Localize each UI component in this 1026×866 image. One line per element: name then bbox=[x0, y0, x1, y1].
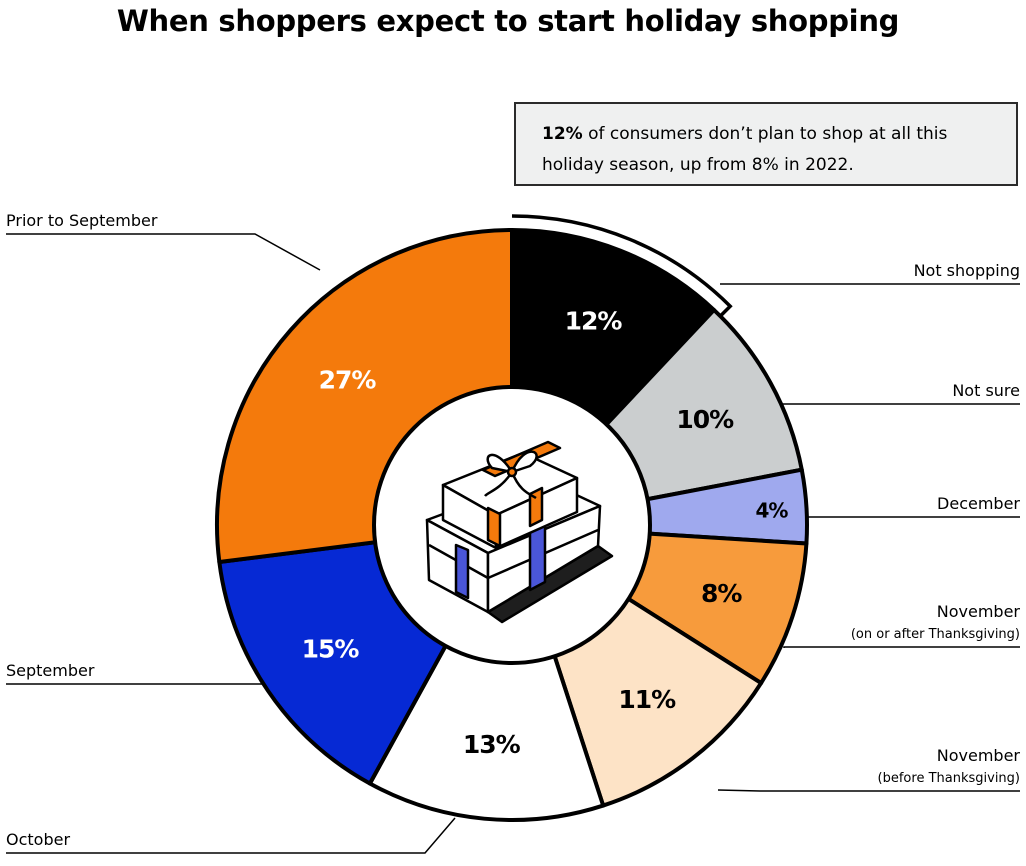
percent-label: 8% bbox=[701, 579, 742, 608]
category-label: Not shopping bbox=[914, 261, 1020, 280]
slice-october bbox=[367, 523, 606, 822]
leader-line bbox=[783, 646, 1020, 648]
category-sublabel: (on or after Thanksgiving) bbox=[851, 627, 1020, 642]
percent-label: 10% bbox=[676, 405, 734, 434]
gift-boxes-icon bbox=[425, 440, 614, 624]
category-labels: Not shopping Not sure December November (on … bbox=[6, 211, 1020, 849]
percent-labels: 12% 10% 4% 8% 11% 13% 15% 27% bbox=[302, 306, 790, 759]
center-circle bbox=[372, 385, 652, 665]
percent-label: 12% bbox=[565, 306, 623, 335]
category-label: November bbox=[937, 746, 1021, 765]
leader-line bbox=[6, 233, 321, 271]
percent-label: 11% bbox=[618, 685, 676, 714]
leader-line bbox=[717, 789, 1020, 792]
highlight-outline bbox=[511, 214, 733, 318]
category-label: Prior to September bbox=[6, 211, 158, 230]
category-label: Not sure bbox=[952, 381, 1020, 400]
callout-text: of consumers don’t plan to shop at all t… bbox=[542, 124, 948, 175]
chart-title: When shoppers expect to start holiday sh… bbox=[116, 4, 900, 38]
percent-label: 4% bbox=[756, 499, 789, 523]
category-label: December bbox=[937, 494, 1020, 513]
percent-label: 13% bbox=[463, 730, 521, 759]
category-sublabel: (before Thanksgiving) bbox=[878, 771, 1020, 786]
callout-box: 12% of consumers don’t plan to shop at a… bbox=[514, 102, 1018, 186]
callout-highlight: 12% bbox=[542, 124, 583, 144]
category-label: November bbox=[937, 602, 1021, 621]
category-label: October bbox=[6, 830, 70, 849]
percent-label: 27% bbox=[319, 366, 377, 395]
percent-label: 15% bbox=[302, 635, 360, 664]
category-label: September bbox=[6, 661, 95, 680]
leader-lines bbox=[6, 233, 1020, 854]
highlight-bracket bbox=[511, 214, 733, 318]
leader-line bbox=[6, 817, 456, 854]
